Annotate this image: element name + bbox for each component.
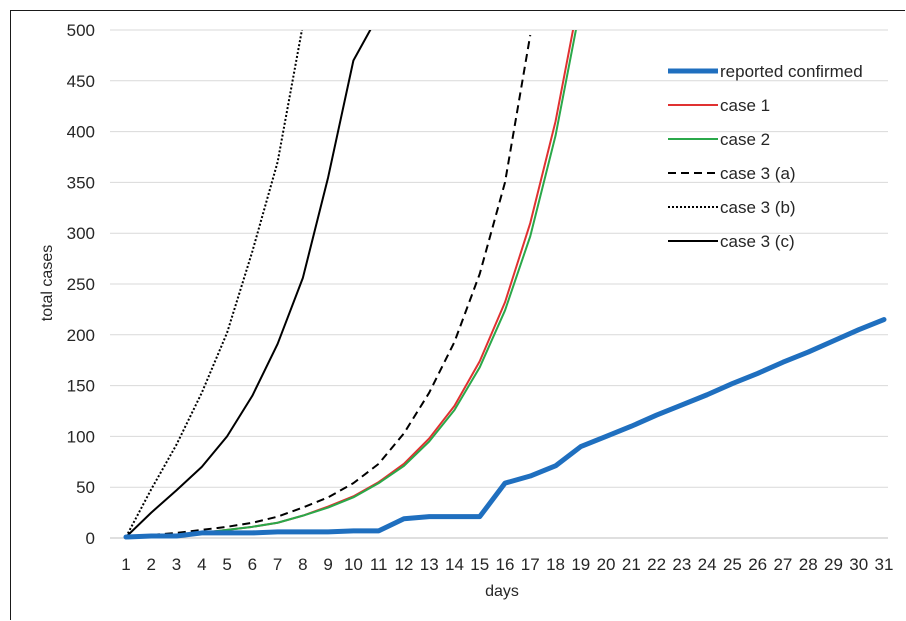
x-tick-label: 26 [748, 555, 767, 574]
x-tick-label: 27 [773, 555, 792, 574]
y-tick-label: 100 [67, 427, 95, 446]
x-tick-label: 15 [470, 555, 489, 574]
y-tick-label: 250 [67, 275, 95, 294]
legend-label-reported-confirmed: reported confirmed [720, 62, 863, 81]
y-tick-label: 450 [67, 72, 95, 91]
x-tick-label: 12 [394, 555, 413, 574]
series-line-case-2 [125, 30, 577, 538]
y-tick-label: 500 [67, 21, 95, 40]
chart-frame [10, 10, 905, 620]
y-tick-label: 200 [67, 326, 95, 345]
y-tick-label: 150 [67, 377, 95, 396]
x-tick-label: 18 [546, 555, 565, 574]
legend-label-case-3-a: case 3 (a) [720, 164, 796, 183]
x-tick-label: 28 [799, 555, 818, 574]
x-tick-label: 21 [622, 555, 641, 574]
x-tick-label: 13 [420, 555, 439, 574]
series-line-case-3-a [125, 34, 532, 538]
y-tick-label: 300 [67, 224, 95, 243]
legend-label-case-3-c: case 3 (c) [720, 232, 795, 251]
x-tick-label: 30 [849, 555, 868, 574]
legend: reported confirmed case 1 case 2 case 3 (a)… [668, 62, 863, 251]
y-tick-label: 350 [67, 173, 95, 192]
x-tick-label: 14 [445, 555, 464, 574]
x-tick-label: 31 [875, 555, 894, 574]
series-line-case-3-b [125, 30, 303, 538]
series-line-reported-confirmed [123, 317, 887, 540]
x-tick-label: 7 [273, 555, 282, 574]
x-tick-label: 22 [647, 555, 666, 574]
y-tick-label: 0 [86, 529, 95, 548]
gridlines [110, 29, 888, 488]
legend-label-case-1: case 1 [720, 96, 770, 115]
x-axis-label: days [485, 583, 519, 600]
legend-label-case-3-b: case 3 (b) [720, 198, 796, 217]
x-tick-label: 11 [370, 555, 388, 574]
x-tick-label: 20 [597, 555, 616, 574]
x-tick-label: 29 [824, 555, 843, 574]
y-tick-label: 50 [76, 478, 95, 497]
x-tick-label: 25 [723, 555, 742, 574]
x-tick-label: 23 [672, 555, 691, 574]
x-tick-label: 16 [496, 555, 515, 574]
x-tick-label: 4 [197, 555, 206, 574]
x-tick-label: 6 [248, 555, 257, 574]
x-tick-label: 9 [323, 555, 332, 574]
x-tick-label: 10 [344, 555, 363, 574]
legend-label-case-2: case 2 [720, 130, 770, 149]
x-tick-label: 24 [698, 555, 717, 574]
x-tick-label: 19 [571, 555, 590, 574]
x-tick-label: 8 [298, 555, 307, 574]
x-tick-label: 5 [222, 555, 231, 574]
x-tick-label: 17 [521, 555, 540, 574]
series-layer [123, 30, 887, 540]
series-line-case-3-c [125, 30, 372, 538]
x-tick-label: 1 [121, 555, 130, 574]
x-tick-label: 2 [147, 555, 156, 574]
y-tick-label: 400 [67, 123, 95, 142]
y-axis-label: total cases [39, 245, 56, 321]
x-tick-label: 3 [172, 555, 181, 574]
